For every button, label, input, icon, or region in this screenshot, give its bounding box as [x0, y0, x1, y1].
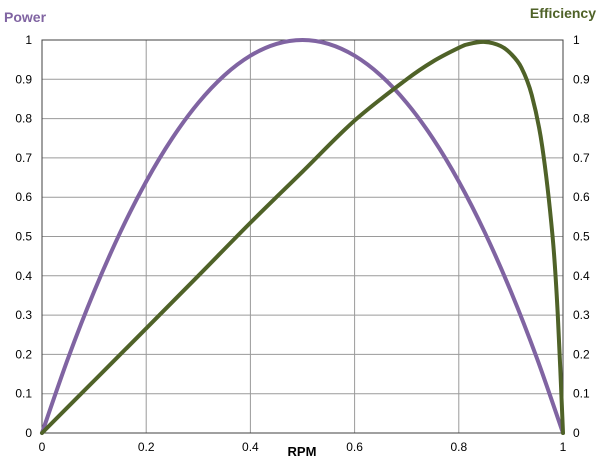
y-tick-label-left: 0.5	[15, 230, 32, 244]
y-tick-label-right: 0.4	[573, 269, 590, 283]
y-tick-label-left: 0.9	[15, 72, 32, 86]
y-tick-label-right: 0.3	[573, 308, 590, 322]
x-tick-label: 0.6	[346, 440, 363, 454]
y-tick-label-left: 0.4	[15, 269, 32, 283]
x-tick-label: 0.2	[138, 440, 155, 454]
y-tick-label-left: 0.2	[15, 347, 32, 361]
power-series-line	[40, 38, 565, 435]
y-tick-label-right: 1	[573, 33, 580, 47]
grid	[41, 39, 564, 434]
y-tick-label-left: 0.1	[15, 387, 32, 401]
x-tick-label: 0.4	[242, 440, 259, 454]
y-tick-label-right: 0.9	[573, 72, 590, 86]
tick-labels: 0 00.1 0.10.2 0.20.3 0.30.4 0.40.5 0.50.6 0.60.…	[15, 33, 590, 454]
y-tick-label-left: 0.3	[15, 308, 32, 322]
y-tick-label-left: 1	[25, 33, 32, 47]
x-tick-label: 1	[560, 440, 567, 454]
y-tick-label-right: 0	[573, 426, 580, 440]
y-tick-label-right: 0.7	[573, 151, 590, 165]
y-tick-label-right: 0.8	[573, 112, 590, 126]
x-axis-label: RPM	[288, 444, 317, 459]
power-axis-label: Power	[4, 9, 47, 25]
y-tick-label-left: 0	[25, 426, 32, 440]
y-tick-label-right: 0.5	[573, 230, 590, 244]
y-tick-label-left: 0.7	[15, 151, 32, 165]
y-tick-label-left: 0.8	[15, 112, 32, 126]
x-tick-label: 0	[39, 440, 46, 454]
x-tick-label: 0.8	[450, 440, 467, 454]
y-tick-label-right: 0.2	[573, 347, 590, 361]
y-tick-label-left: 0.6	[15, 190, 32, 204]
y-tick-label-right: 0.1	[573, 387, 590, 401]
y-tick-label-right: 0.6	[573, 190, 590, 204]
series-lines	[40, 38, 565, 435]
efficiency-series-line	[40, 39, 565, 435]
efficiency-axis-label: Efficiency	[530, 5, 596, 21]
